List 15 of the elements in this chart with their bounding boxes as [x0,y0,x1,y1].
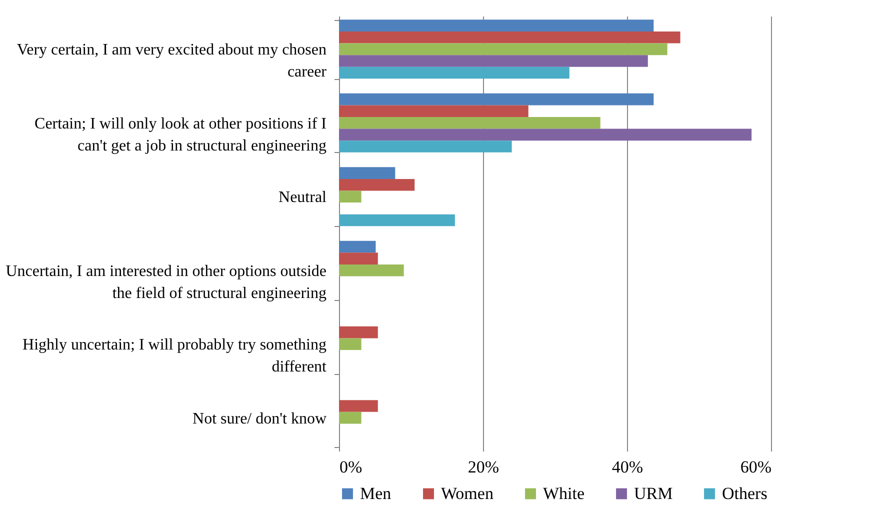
x-tick-label: 60% [740,458,772,476]
x-tick-label: 0% [340,458,362,476]
legend-label: URM [634,484,673,503]
x-tick-label: 40% [612,458,644,476]
x-tick-label: 20% [468,458,500,476]
y-tick-label: Not sure/ don't know [192,410,327,428]
y-tick-label: Very certain, I am very excited about my chosen career [16,42,328,81]
legend-label: White [543,484,585,503]
y-tick-label: Uncertain, I am interested in other options outside the field of structural engineering [6,262,326,302]
y-tick-label: Certain; I will only look at other positions if I can't get a job in structural engineering [34,115,326,154]
legend-label: Women [441,484,494,503]
y-tick-label: Neutral [278,189,328,206]
legend-label: Men [360,484,392,503]
legend-label: Others [722,484,768,503]
y-tick-label: Highly uncertain; I will probably try something different [22,336,328,376]
